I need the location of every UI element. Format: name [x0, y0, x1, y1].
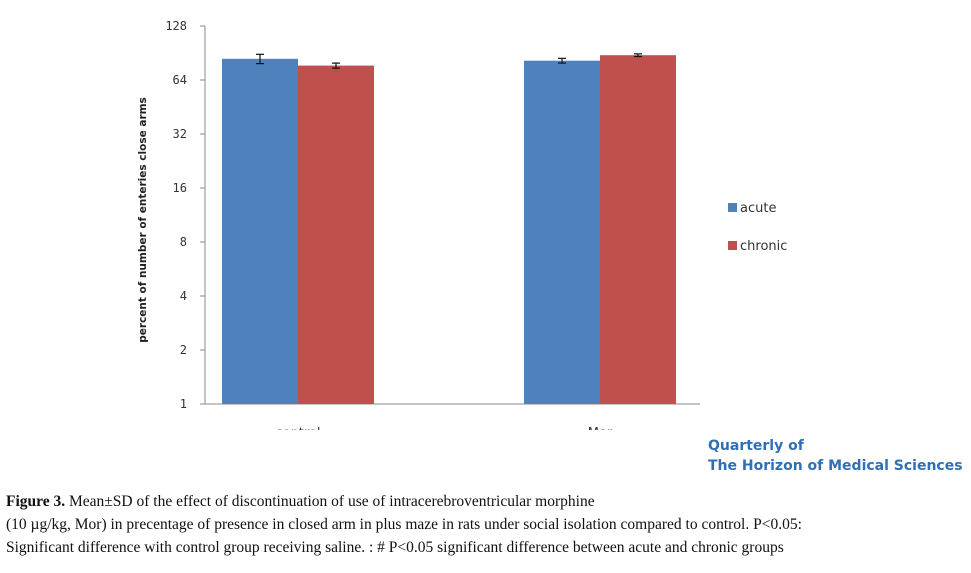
journal-name: Quarterly of The Horizon of Medical Scie… [708, 436, 963, 476]
y-tick-label: 8 [180, 235, 187, 249]
category-labels: control Mor [275, 426, 612, 430]
y-tick-label: 16 [173, 181, 187, 195]
bar-acute-Mor [524, 60, 600, 404]
bar-chronic-Mor [600, 55, 676, 404]
legend-swatch-acute [728, 203, 737, 212]
bars [222, 53, 676, 405]
y-tick-label: 32 [173, 127, 187, 141]
y-tick-label: 64 [173, 73, 187, 87]
caption-line-3: Significant difference with control grou… [6, 539, 784, 556]
y-axis-label: percent of number of enteries close arms [137, 97, 149, 343]
legend: acute chronic [728, 201, 787, 254]
category-label: Mor [588, 426, 613, 430]
legend-label-acute: acute [740, 201, 776, 216]
y-tick-label: 128 [165, 19, 187, 33]
figure-label: Figure 3. [6, 493, 66, 510]
caption-line-2: (10 µg/kg, Mor) in precentage of presenc… [6, 516, 802, 533]
caption-line-1: Figure 3. Mean±SD of the effect of disco… [6, 490, 966, 513]
y-tick-label: 1 [180, 397, 187, 411]
legend-label-chronic: chronic [740, 239, 787, 254]
legend-swatch-chronic [728, 241, 737, 250]
figure-caption: Figure 3. Mean±SD of the effect of disco… [6, 490, 966, 559]
y-tick-labels: 1 2 4 8 16 32 64 128 [165, 19, 187, 411]
category-label: control [275, 426, 320, 430]
bar-acute-control [222, 58, 298, 405]
bar-chronic-control [298, 65, 374, 404]
caption-text-1: Mean±SD of the effect of discontinuation… [65, 493, 595, 510]
y-tick-label: 4 [180, 289, 187, 303]
journal-line-1: Quarterly of [708, 438, 804, 454]
bar-chart: 1 2 4 8 16 32 64 128 control Mor acute chronic pe… [137, 19, 787, 430]
journal-line-2: The Horizon of Medical Sciences [708, 458, 963, 474]
y-tick-label: 2 [180, 343, 187, 357]
